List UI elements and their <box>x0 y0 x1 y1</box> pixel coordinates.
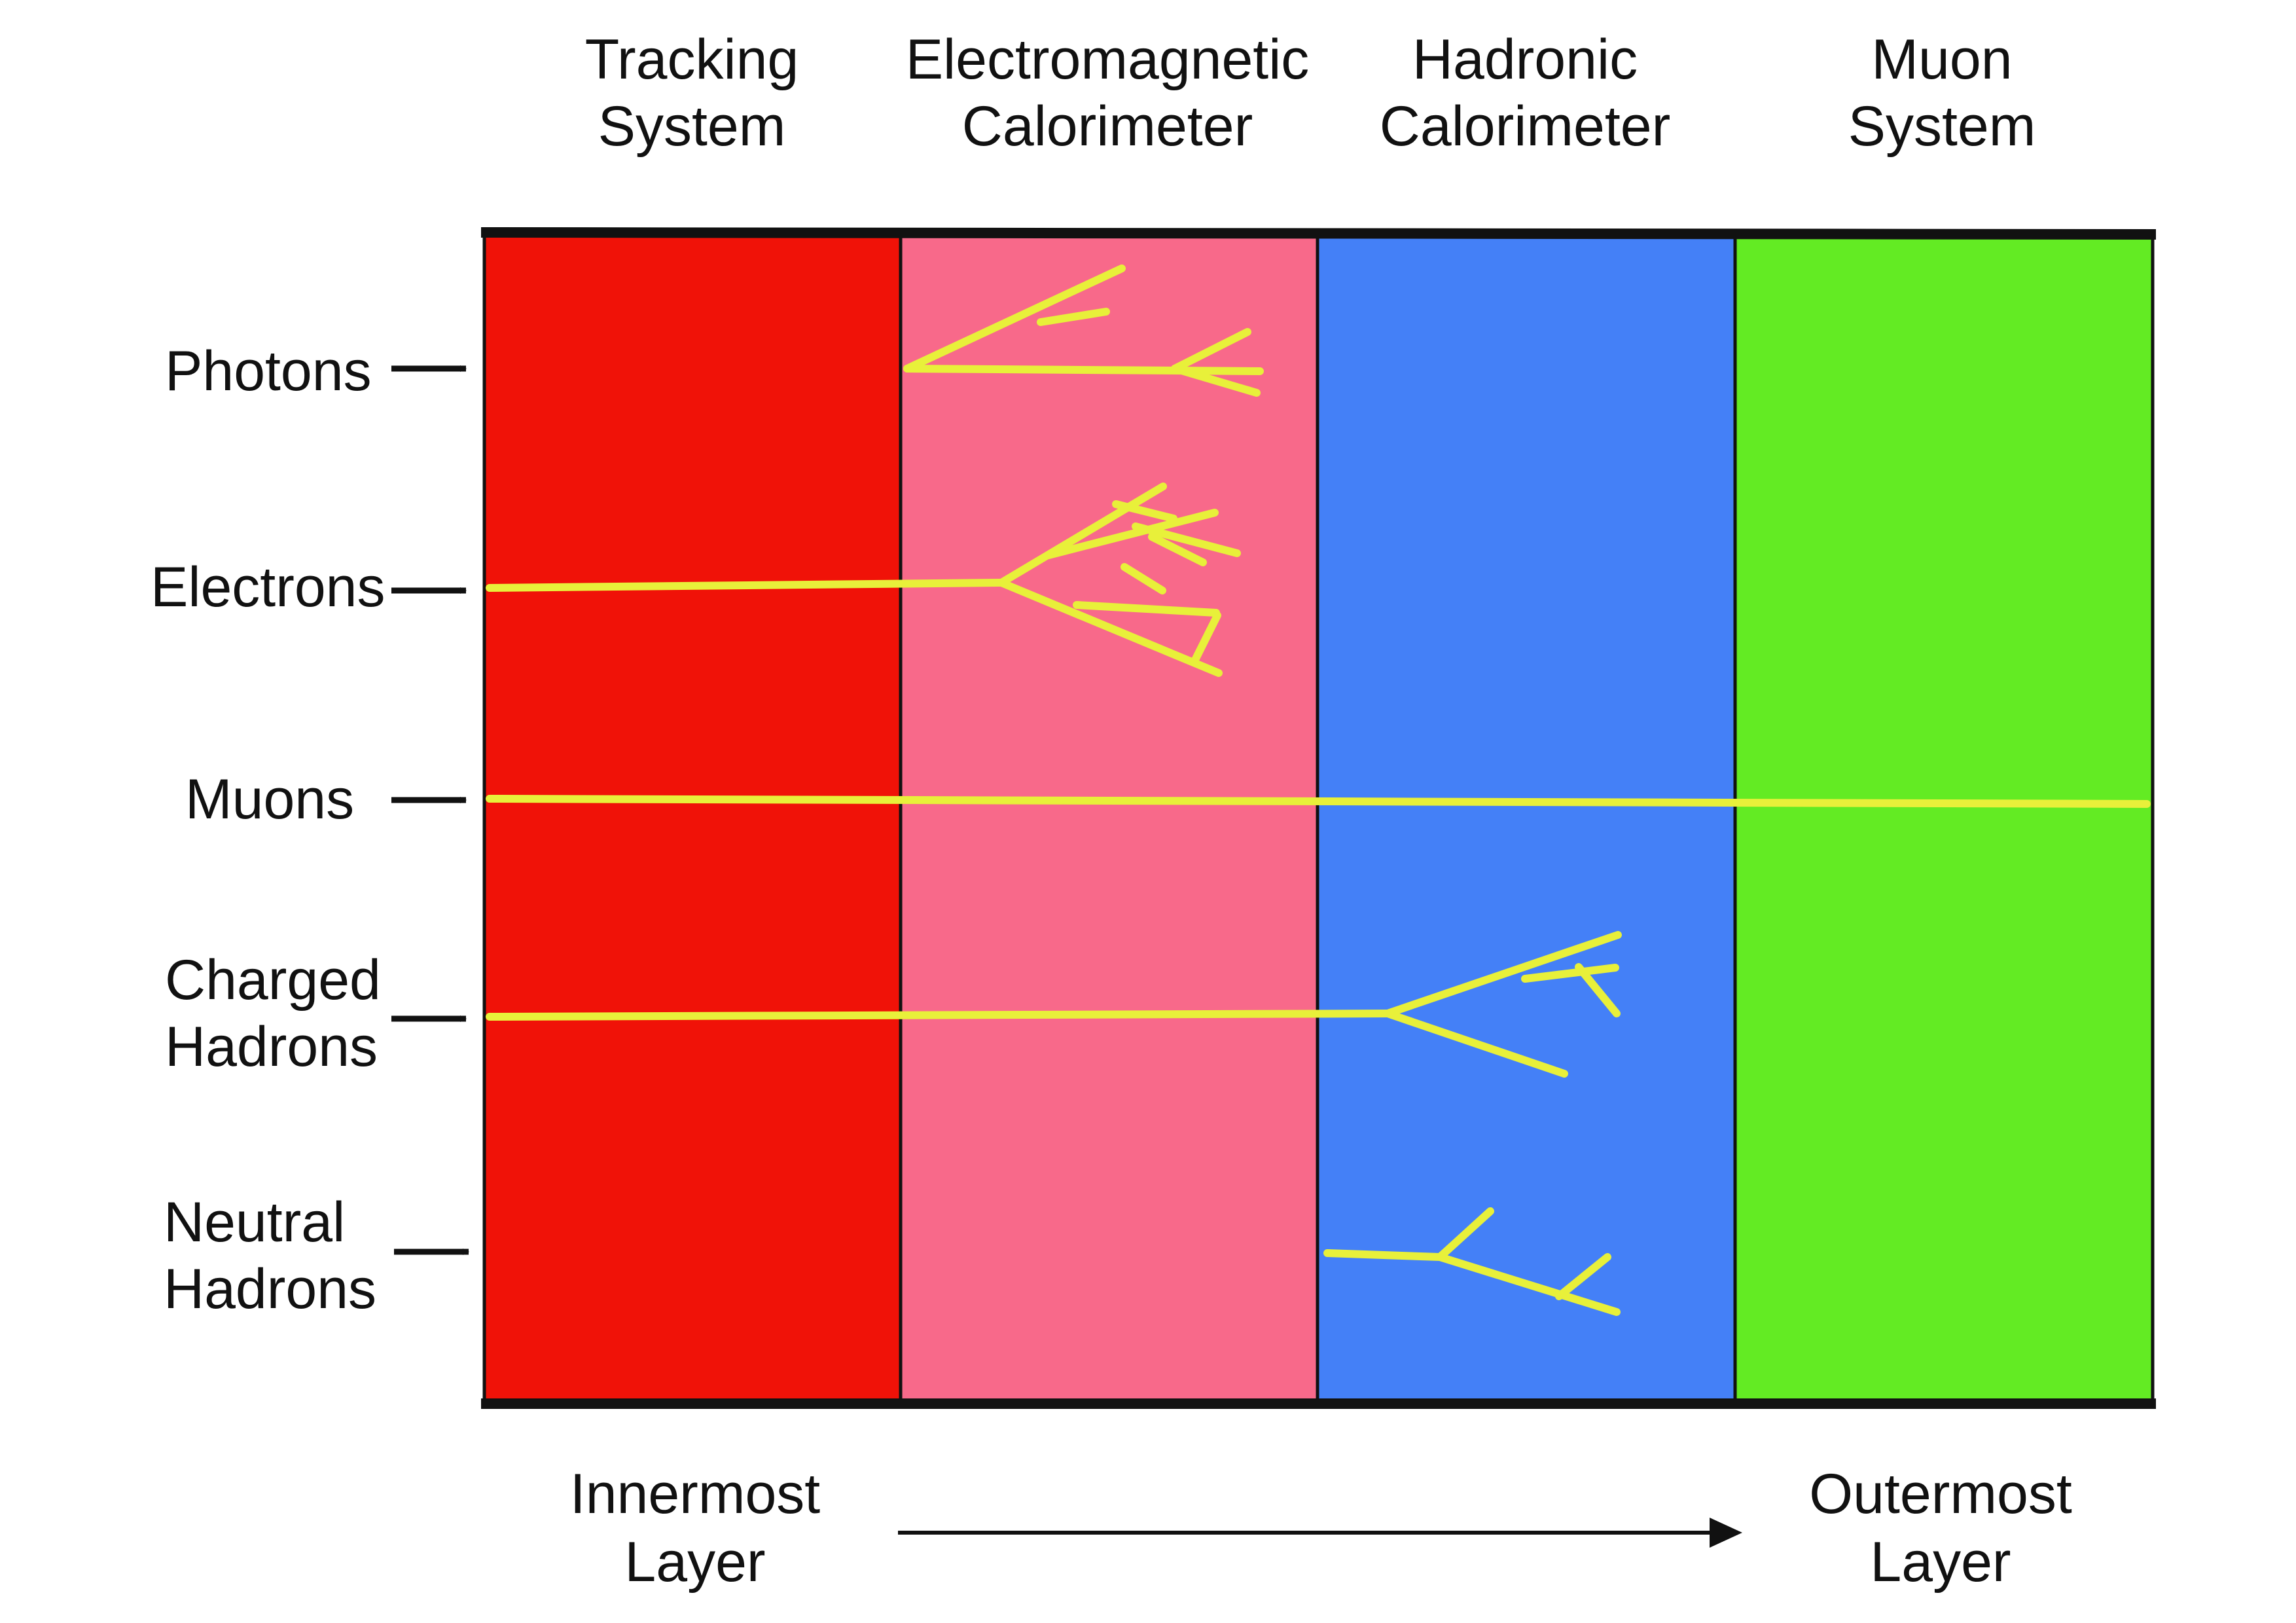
track-segment <box>1323 1249 1444 1261</box>
track-segment <box>486 795 2151 808</box>
axis-label-line2: Layer <box>1870 1531 2011 1594</box>
particle-label-charged-hadrons: Charged Hadrons <box>165 947 381 1080</box>
axis-label-innermost: Innermost Layer <box>499 1460 891 1596</box>
particle-label-line2: Hadrons <box>165 1015 378 1078</box>
particle-label-line2: Hadrons <box>164 1258 377 1321</box>
track-segment <box>1521 964 1619 983</box>
track-segment <box>1037 308 1110 326</box>
track-segment <box>486 1010 1391 1021</box>
particle-label-line1: Neutral <box>164 1191 346 1254</box>
track-segment <box>1148 533 1207 566</box>
track-segment <box>1171 365 1261 397</box>
track-segment <box>1384 931 1622 1017</box>
layer-title-line1: Muon <box>1871 28 2013 91</box>
track-segment <box>1112 500 1177 522</box>
direction-arrow-head <box>1710 1518 1742 1548</box>
axis-label-line2: Layer <box>624 1531 766 1594</box>
layer-title-line1: Electromagnetic <box>905 28 1310 91</box>
muon-system-band <box>1735 232 2153 1402</box>
layer-title-line1: Hadronic <box>1412 28 1638 91</box>
track-segment <box>1436 1207 1494 1261</box>
track-segment <box>1045 509 1219 559</box>
neutral-hadron-shower-track <box>1323 1207 1621 1316</box>
track-segment <box>1575 963 1621 1017</box>
layer-title-hadronic-calorimeter: Hadronic Calorimeter <box>1289 26 1761 160</box>
particle-label-line1: Muons <box>185 768 355 831</box>
layer-title-line2: System <box>598 95 786 158</box>
photon-shower-track <box>903 264 1264 397</box>
layer-title-line1: Tracking <box>584 28 799 91</box>
track-segment <box>486 579 1005 592</box>
layer-title-muon-system: Muon System <box>1706 26 2178 160</box>
tracking-system-band <box>484 232 901 1402</box>
particle-label-line1: Electrons <box>151 556 386 619</box>
electron-track <box>486 483 1241 677</box>
track-segment <box>1073 601 1220 617</box>
track-segment <box>1132 522 1241 557</box>
hadronic-calorimeter-band <box>1318 232 1735 1402</box>
particle-label-muons: Muons <box>185 766 354 833</box>
particle-label-line1: Photons <box>165 340 372 403</box>
layer-title-electromagnetic-calorimeter: Electromagnetic Calorimeter <box>872 26 1343 160</box>
track-segment <box>1555 1253 1611 1300</box>
band-dividers <box>482 232 2155 1402</box>
layer-title-line2: System <box>1848 95 2036 158</box>
track-segment <box>1191 611 1221 665</box>
muon-track <box>486 795 2151 808</box>
axis-label-line1: Outermost <box>1809 1463 2072 1525</box>
track-segment <box>903 264 1126 373</box>
particle-label-electrons: Electrons <box>151 554 386 621</box>
axis-label-outermost: Outermost Layer <box>1744 1460 2137 1596</box>
charged-hadron-track <box>486 931 1622 1078</box>
particle-label-line1: Charged <box>165 949 381 1012</box>
layer-title-tracking-system: Tracking System <box>456 26 927 160</box>
axis-label-line1: Innermost <box>569 1463 821 1525</box>
track-segment <box>1171 328 1251 373</box>
track-segment <box>997 483 1167 587</box>
track-segment <box>1384 1010 1568 1078</box>
particle-label-neutral-hadrons: Neutral Hadrons <box>164 1189 376 1322</box>
particle-label-photons: Photons <box>165 338 372 405</box>
top-border <box>480 227 2157 240</box>
track-segment <box>1121 563 1166 594</box>
electromagnetic-calorimeter-band <box>901 232 1318 1402</box>
track-segment <box>997 579 1223 677</box>
layer-title-line2: Calorimeter <box>961 95 1253 158</box>
track-segment <box>1436 1253 1621 1316</box>
layer-title-line2: Calorimeter <box>1379 95 1671 158</box>
track-segment <box>903 365 1264 375</box>
